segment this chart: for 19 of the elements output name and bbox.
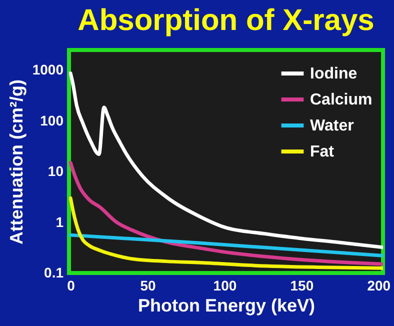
- chart-title: Absorption of X-rays: [78, 4, 374, 37]
- line-series: [69, 196, 383, 270]
- y-axis-title: Attenuation (cm²/g): [6, 80, 26, 244]
- y-tick-label: 1000: [32, 62, 64, 78]
- x-tick-label: 200: [367, 278, 391, 294]
- legend-label: Iodine: [310, 66, 358, 82]
- line-series: [69, 160, 383, 266]
- y-tick-label: 100: [40, 112, 64, 128]
- y-tick-label: 1: [56, 214, 64, 230]
- x-axis-title: Photon Energy (keV): [138, 296, 316, 316]
- legend-label: Fat: [310, 144, 335, 160]
- x-tick-label: 100: [213, 278, 237, 294]
- legend-label: Calcium: [310, 92, 372, 108]
- x-tick-label: 0: [67, 278, 76, 294]
- x-tick-label: 150: [290, 278, 314, 294]
- x-tick-label: 50: [140, 278, 156, 294]
- y-tick-label: 10: [48, 163, 64, 180]
- y-tick-label: 0.1: [44, 264, 64, 280]
- legend-label: Water: [310, 118, 354, 134]
